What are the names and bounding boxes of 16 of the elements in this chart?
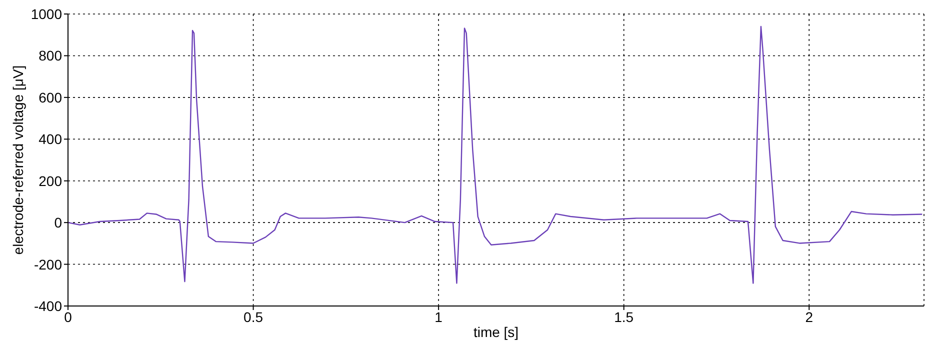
x-axis-title: time [s] xyxy=(473,324,519,340)
x-tick-label: 0.5 xyxy=(244,308,264,325)
y-axis-title: electrode-referred voltage [μV] xyxy=(10,65,26,255)
x-tick-label: 2 xyxy=(805,308,814,325)
line-series xyxy=(68,26,923,284)
x-tick-label: 1.5 xyxy=(614,308,634,325)
y-tick-label: -200 xyxy=(34,256,62,272)
y-tick-label: 800 xyxy=(38,48,62,64)
x-tick-label: 1 xyxy=(434,308,443,325)
y-tick-label: 200 xyxy=(38,172,62,189)
y-tick-label: 600 xyxy=(38,89,62,106)
x-tick-label: 0 xyxy=(64,308,72,325)
y-tick-label: -400 xyxy=(34,298,62,314)
y-tick-label: 400 xyxy=(38,131,62,148)
y-tick-label: 1000 xyxy=(30,6,62,22)
y-tick-label: 0 xyxy=(54,214,62,231)
